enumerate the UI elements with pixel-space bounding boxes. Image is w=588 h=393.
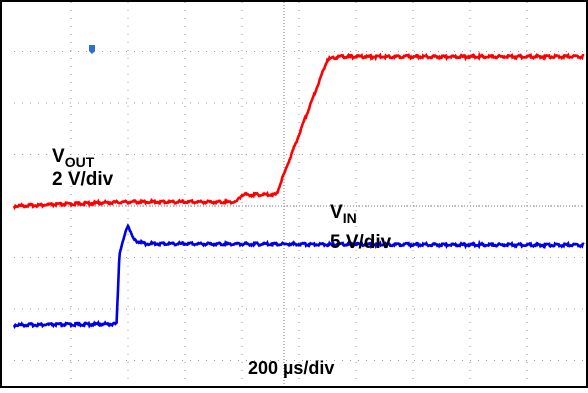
vout-trace bbox=[12, 51, 585, 211]
time-scale-label: 200 µs/div bbox=[248, 358, 334, 378]
vin-scale: 5 V/div bbox=[330, 232, 392, 253]
trigger-marker-icon bbox=[89, 45, 95, 54]
svg-text:VOUT: VOUT bbox=[52, 146, 95, 170]
vout-scale: 2 V/div bbox=[52, 169, 114, 190]
traces bbox=[12, 51, 585, 330]
svg-text:VIN: VIN bbox=[330, 202, 357, 226]
vin-trace bbox=[12, 223, 585, 330]
vin-label: VIN 5 V/div bbox=[330, 202, 392, 253]
vout-label: VOUT 2 V/div bbox=[52, 146, 114, 190]
graticule-grid bbox=[14, 2, 584, 386]
